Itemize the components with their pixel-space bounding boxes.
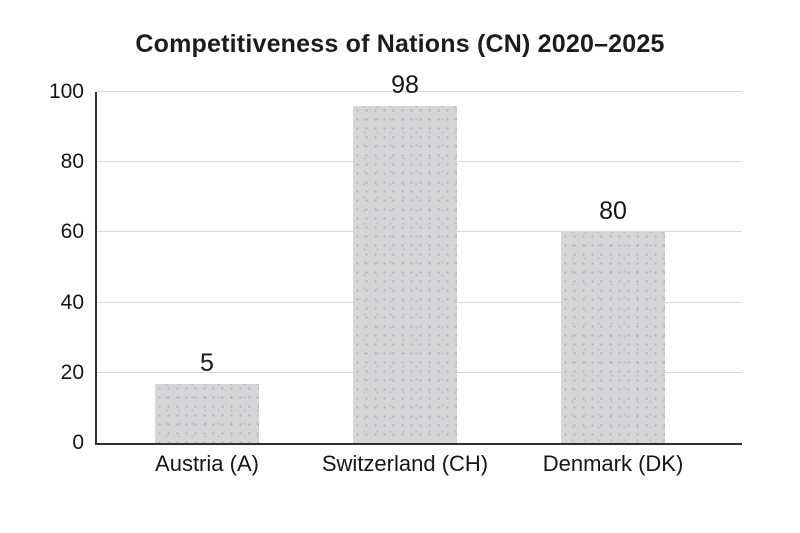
x-axis-label: Switzerland (CH) bbox=[321, 451, 489, 476]
bar-value-label: 5 bbox=[200, 349, 214, 378]
y-tick-label: 20 bbox=[60, 360, 84, 384]
x-axis-label: Austria (A) bbox=[155, 451, 259, 476]
x-axis-labels: Austria (A) Switzerland (CH) Denmark (DK) bbox=[97, 452, 742, 480]
chart-title: Competitiveness of Nations (CN) 2020–202… bbox=[135, 30, 665, 58]
y-tick-label: 100 bbox=[48, 80, 84, 103]
x-axis-line bbox=[95, 443, 742, 445]
bar bbox=[561, 232, 665, 443]
y-tick-label: 0 bbox=[72, 431, 84, 454]
y-axis-line bbox=[95, 92, 97, 445]
x-axis-label: Denmark (DK) bbox=[542, 451, 684, 476]
plot-area: 5 98 80 bbox=[95, 73, 742, 445]
y-tick-label: 40 bbox=[60, 290, 84, 314]
bar bbox=[155, 384, 259, 443]
y-tick-label: 60 bbox=[60, 220, 84, 244]
y-axis: 0 20 40 60 80 100 bbox=[0, 81, 84, 454]
bar-value-label: 80 bbox=[599, 197, 627, 226]
gridline bbox=[97, 91, 742, 92]
y-tick-label: 80 bbox=[60, 150, 84, 174]
bar-value-label: 98 bbox=[391, 71, 419, 100]
bar bbox=[353, 106, 457, 443]
